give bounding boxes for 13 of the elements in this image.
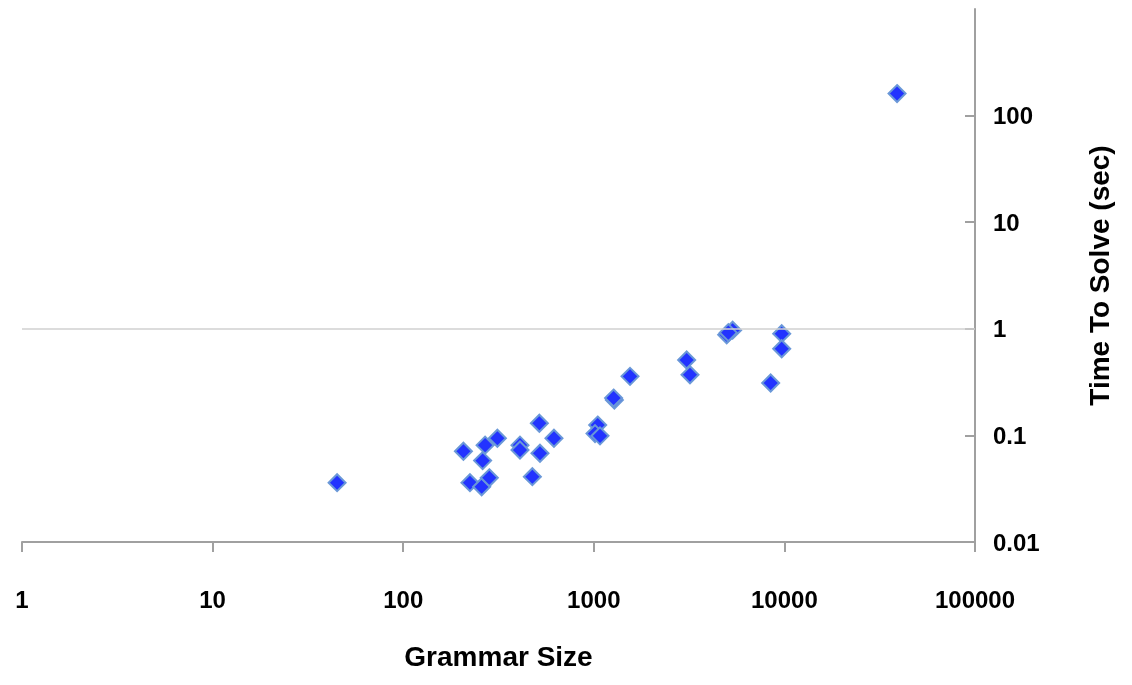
y-axis-title: Time To Solve (sec)	[1083, 145, 1115, 406]
x-tick-label: 10000	[751, 585, 818, 613]
x-tick-label: 100000	[934, 585, 1016, 613]
x-tick-label: 100	[383, 585, 424, 613]
y-tick-label: 100	[993, 102, 1034, 130]
x-tick-label: 1000	[567, 585, 621, 613]
x-axis-title: Grammar Size	[404, 640, 593, 672]
x-tick-label: 10	[199, 585, 226, 613]
x-tick-label: 1	[15, 585, 29, 613]
y-tick-label: 0.01	[993, 528, 1040, 556]
y-tick-label: 10	[993, 208, 1020, 236]
y-tick-label: 0.1	[993, 421, 1027, 449]
y-tick-label: 1	[993, 315, 1007, 343]
